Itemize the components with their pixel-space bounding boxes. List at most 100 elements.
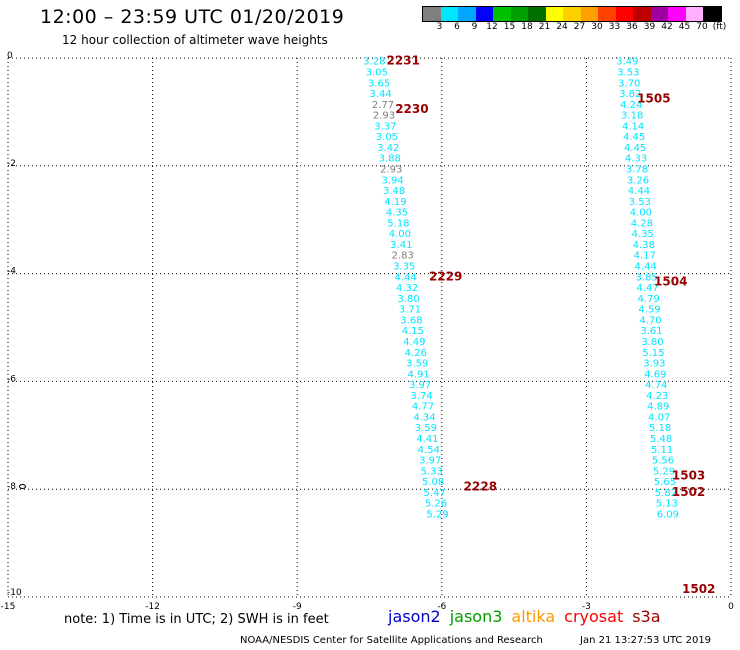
wave-height-value: 3.97 <box>419 456 441 467</box>
credit-line: NOAA/NESDIS Center for Satellite Applica… <box>240 635 543 646</box>
axis-ticks: -15 -12 -9 -6 -3 0 0 -2 -4 -6 -8 -10 <box>1 51 734 612</box>
color-scale-label: 24 <box>556 22 568 32</box>
wave-height-value: 4.70 <box>639 315 661 326</box>
wave-height-value: 4.19 <box>384 197 406 208</box>
wave-height-value: 3.05 <box>366 67 388 78</box>
color-swatch <box>458 7 476 21</box>
wave-height-value: 4.69 <box>644 369 666 380</box>
color-swatch <box>545 7 563 21</box>
color-scale-label: 15 <box>503 22 516 32</box>
color-scale-bar <box>422 6 722 22</box>
wave-height-value: 4.54 <box>418 445 440 456</box>
wave-height-value: 4.24 <box>620 100 642 111</box>
color-swatch <box>668 7 686 21</box>
wave-height-value: 3.97 <box>409 380 431 391</box>
wave-height-value: 5.47 <box>423 488 445 499</box>
wave-height-value: 3.26 <box>627 175 649 186</box>
wave-height-value: 4.33 <box>625 154 647 165</box>
color-swatch <box>615 7 633 21</box>
color-swatch <box>493 7 511 21</box>
wave-height-value: 4.07 <box>648 412 670 423</box>
wave-height-value: 2.83 <box>392 251 414 262</box>
wave-height-value: 5.26 <box>425 499 447 510</box>
wave-height-value: 5.15 <box>642 348 664 359</box>
color-swatch <box>475 7 493 21</box>
wave-height-value: 4.77 <box>412 402 434 413</box>
wave-height-value: 3.78 <box>626 164 648 175</box>
wave-height-value: 4.45 <box>623 132 645 143</box>
wave-height-value: 3.53 <box>617 67 639 78</box>
wave-height-value: 4.34 <box>413 412 435 423</box>
wave-height-value: 4.44 <box>628 186 650 197</box>
island-marker <box>18 484 26 490</box>
wave-height-value: 2.77 <box>372 100 394 111</box>
pass-time-label: 2231 <box>387 54 420 68</box>
pass-time-label: 1504 <box>654 275 687 289</box>
color-scale-label: (ft) <box>712 22 727 32</box>
color-scale-label: 45 <box>678 22 691 32</box>
wave-height-value: 3.80 <box>641 337 663 348</box>
color-swatch <box>703 7 721 21</box>
wave-height-value: 4.45 <box>624 143 646 154</box>
wave-height-value: 3.71 <box>399 305 421 316</box>
x-tick-label: -15 <box>1 602 16 612</box>
y-tick-label: -2 <box>7 159 16 169</box>
wave-height-value: 5.29 <box>653 466 675 477</box>
color-swatch <box>598 7 616 21</box>
color-scale-label: 70 <box>696 22 708 32</box>
wave-height-value: 3.70 <box>618 78 640 89</box>
wave-height-value: 3.41 <box>390 240 412 251</box>
wave-height-value: 3.80 <box>397 294 419 305</box>
color-scale-label: 6 <box>454 22 460 32</box>
wave-height-value: 3.53 <box>629 197 651 208</box>
pass-time-label: 1503 <box>672 469 705 483</box>
wave-height-value: 3.65 <box>368 78 390 89</box>
wave-height-value: 3.74 <box>410 391 432 402</box>
wave-height-value: 4.23 <box>646 391 668 402</box>
wave-height-value: 3.59 <box>415 423 437 434</box>
wave-height-value: 4.91 <box>408 369 430 380</box>
wave-height-value: 5.18 <box>387 218 409 229</box>
wave-height-value: 3.37 <box>374 121 396 132</box>
wave-height-value: 3.28 <box>363 57 385 68</box>
satellite-legend: jason2 jason3 altika cryosat s3a <box>388 607 670 626</box>
wave-height-value: 6.09 <box>657 509 679 520</box>
wave-height-value: 4.47 <box>636 283 658 294</box>
satellite-legend-item: jason2 <box>388 607 441 626</box>
wave-height-value: 5.82 <box>655 488 677 499</box>
color-scale-label: 39 <box>643 22 656 32</box>
wave-height-value: 3.85 <box>636 272 658 283</box>
y-tick-label: -10 <box>7 588 22 598</box>
wave-height-value: 3.49 <box>616 57 638 68</box>
wave-height-value: 3.82 <box>619 89 641 100</box>
color-swatch <box>510 7 528 21</box>
color-scale-label: 30 <box>591 22 603 32</box>
y-tick-label: -6 <box>7 374 16 384</box>
wave-height-value: 5.08 <box>422 477 444 488</box>
pass-labels: 2231 2230 2229 2228 1505 1504 1503 1502 1502 <box>387 54 716 596</box>
color-scale-label: 36 <box>626 22 638 32</box>
wave-height-value: 5.48 <box>650 434 672 445</box>
wave-height-value: 4.14 <box>622 121 644 132</box>
footnote: note: 1) Time is in UTC; 2) SWH is in fe… <box>64 612 329 627</box>
x-tick-label: -6 <box>437 602 446 612</box>
generated-timestamp: Jan 21 13:27:53 UTC 2019 <box>580 635 712 646</box>
wave-height-value: 4.49 <box>403 337 425 348</box>
x-tick-label: -3 <box>582 602 591 612</box>
wave-height-value: 3.94 <box>382 175 404 186</box>
pass-time-label: 1502 <box>672 485 705 499</box>
data-marks: 3.283.053.653.442.772.933.373.053.423.88… <box>363 57 679 521</box>
pass-time-label: 2230 <box>395 102 428 116</box>
wave-height-value: 4.79 <box>637 294 659 305</box>
wave-height-value: 3.42 <box>377 143 399 154</box>
color-swatch <box>685 7 703 21</box>
wave-height-value: 3.48 <box>383 186 405 197</box>
wave-height-value: 5.33 <box>421 466 443 477</box>
pass-time-label: 2228 <box>464 480 497 494</box>
wave-height-value: 3.05 <box>376 132 398 143</box>
wave-height-value: 4.35 <box>632 229 654 240</box>
color-scale-label: 18 <box>521 22 533 32</box>
color-swatch <box>528 7 546 21</box>
wave-height-value: 5.13 <box>656 499 678 510</box>
